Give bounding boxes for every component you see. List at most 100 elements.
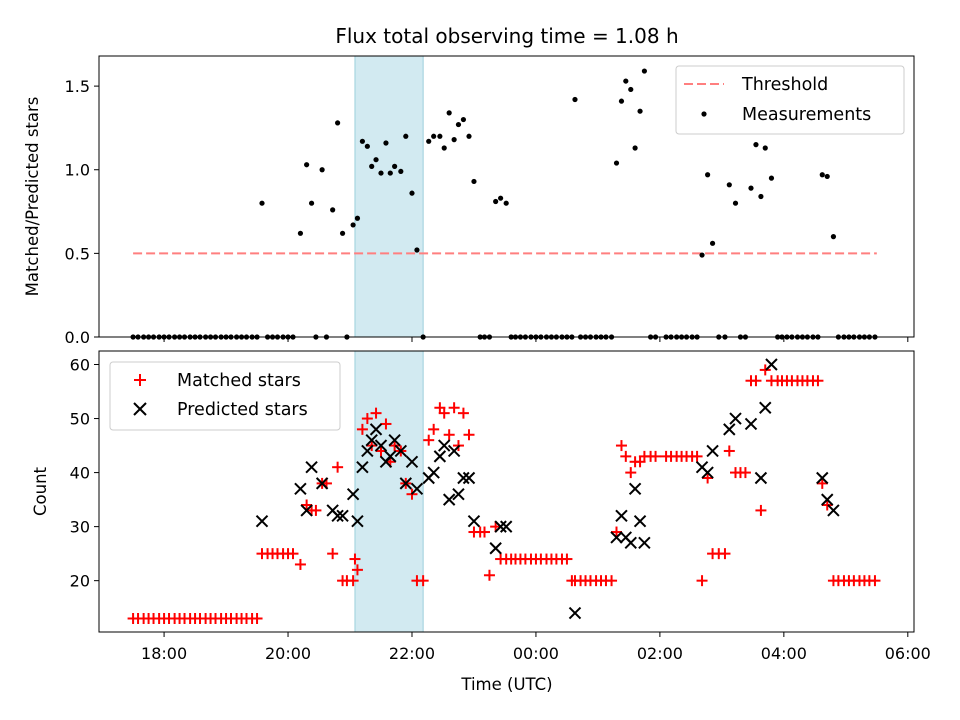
measurement-point [705,172,711,178]
measurement-point [498,195,504,201]
top-y-tick-label: 0.5 [65,244,90,263]
predicted-star-point [723,423,736,436]
measurement-point [369,163,375,169]
bottom-y-ticks: 20 30 40 50 60 [70,356,99,591]
measurement-point [637,108,643,114]
top-y-ticks: 0.0 0.5 1.0 1.5 [65,77,99,347]
predicted-star-point [388,433,401,447]
predicted-star-point [754,471,768,485]
top-observing-window [354,55,424,338]
x-tick-label: 06:00 [885,644,931,663]
x-tick-label: 02:00 [637,644,683,663]
bottom-y-tick-label: 60 [70,356,90,375]
legend-matched-swatch [134,374,146,386]
measurement-point [632,145,638,151]
x-tick-label: 20:00 [265,644,311,663]
predicted-star-point [568,606,582,620]
measurement-point [726,182,732,188]
matched-star-point [351,564,363,576]
x-axis-label: Time (UTC) [460,675,552,694]
measurement-point [446,110,452,116]
bottom-legend-box [109,361,341,431]
matched-star-point [389,440,401,452]
measurement-point [437,133,443,139]
measurement-point [403,133,409,139]
measurement-point [819,172,825,178]
predicted-star-point [255,515,269,528]
matched-star-point [448,402,460,414]
matched-star-point [294,558,306,570]
predicted-star-point [744,417,758,431]
top-y-tick-label: 1.0 [65,161,90,180]
predicted-star-point [399,477,412,490]
matched-star-point [438,407,450,419]
matched-star-point [361,413,373,425]
matched-star-point [301,499,313,511]
measurement-point [359,138,366,144]
predicted-star-point [433,450,447,463]
predicted-star-point [827,504,840,517]
matched-star-point [287,548,299,560]
measurement-point [383,140,389,146]
matched-star-point [463,429,475,441]
predicted-star-point [457,471,470,485]
measurement-point [297,230,304,236]
matched-star-point [347,575,359,587]
measurement-point [259,200,265,206]
bottom-y-tick-label: 20 [70,572,90,591]
measurement-point [431,133,437,139]
measurement-point [364,143,370,149]
predicted-star-point [361,444,374,458]
measurement-point [378,170,384,176]
measurement-point [618,98,625,104]
legend-matched-label: Matched stars [177,371,301,391]
measurement-point [748,185,754,191]
predicted-star-point [494,520,507,533]
measurement-point [387,170,393,176]
matched-star-point [483,569,495,581]
matched-star-point [812,375,824,387]
matched-star-point [478,526,490,538]
predicted-star-point [610,531,623,544]
measurement-point [455,121,462,128]
predicted-star-point [729,412,742,425]
matched-star-point [380,418,392,430]
predicted-star-point [315,477,329,490]
matched-star-point [356,423,368,435]
predicted-star-point [300,504,313,517]
matched-star-point [691,450,703,462]
measurement-point [409,190,415,196]
predicted-star-point [467,515,481,528]
predicted-star-point [305,460,318,474]
predicted-star-point [405,455,419,468]
matched-star-point [370,407,382,419]
bottom-y-axis-label: Count [31,466,50,516]
matched-star-point [349,553,361,565]
matched-star-point [821,499,833,511]
legend-predicted-swatch [133,402,147,416]
predicted-star-point [452,487,465,501]
predicted-star-point [394,444,408,458]
measurement-point [753,142,759,148]
ratio-panel: Flux total observing time = 1.08 h 0.00.… [23,24,915,347]
matched-star-point [332,461,344,473]
measurement-point [339,230,346,236]
measurement-point [451,137,457,143]
predicted-star-point [701,466,714,479]
predicted-star-point [759,401,772,414]
predicted-star-point [633,515,647,528]
matched-star-point [615,440,627,452]
legend-measurements-label: Measurements [742,105,871,125]
matched-star-point [310,504,322,516]
top-y-tick-label: 1.5 [65,77,90,96]
measurement-point [392,163,398,169]
x-tick-label: 04:00 [761,644,807,663]
predicted-star-point [462,471,476,485]
predicted-star-point [351,515,364,528]
predicted-star-point [821,493,834,506]
predicted-star-point [410,482,424,496]
matched-star-point [327,548,339,560]
measurement-point [350,222,356,228]
chart-title: Flux total observing time = 1.08 h [335,24,678,48]
